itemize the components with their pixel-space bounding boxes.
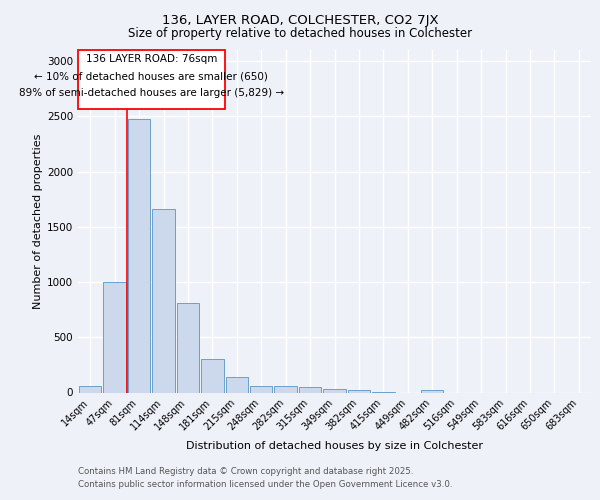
Bar xyxy=(274,386,297,392)
Bar xyxy=(347,390,370,392)
Text: ← 10% of detached houses are smaller (650): ← 10% of detached houses are smaller (65… xyxy=(34,72,268,82)
Bar xyxy=(103,282,126,393)
Text: Contains HM Land Registry data © Crown copyright and database right 2025.: Contains HM Land Registry data © Crown c… xyxy=(78,467,413,476)
Bar xyxy=(299,387,322,392)
Text: Contains public sector information licensed under the Open Government Licence v3: Contains public sector information licen… xyxy=(78,480,452,489)
Bar xyxy=(152,209,175,392)
Text: Size of property relative to detached houses in Colchester: Size of property relative to detached ho… xyxy=(128,28,472,40)
Bar xyxy=(250,386,272,392)
Y-axis label: Number of detached properties: Number of detached properties xyxy=(33,134,43,309)
Text: 89% of semi-detached houses are larger (5,829) →: 89% of semi-detached houses are larger (… xyxy=(19,88,284,98)
Bar xyxy=(421,390,443,392)
Bar xyxy=(128,118,151,392)
X-axis label: Distribution of detached houses by size in Colchester: Distribution of detached houses by size … xyxy=(186,440,483,450)
Text: 136, LAYER ROAD, COLCHESTER, CO2 7JX: 136, LAYER ROAD, COLCHESTER, CO2 7JX xyxy=(161,14,439,27)
Bar xyxy=(176,303,199,392)
Bar xyxy=(79,386,101,392)
FancyBboxPatch shape xyxy=(78,50,224,108)
Bar xyxy=(201,360,224,392)
Text: 136 LAYER ROAD: 76sqm: 136 LAYER ROAD: 76sqm xyxy=(86,54,217,64)
Bar xyxy=(323,389,346,392)
Bar xyxy=(226,377,248,392)
